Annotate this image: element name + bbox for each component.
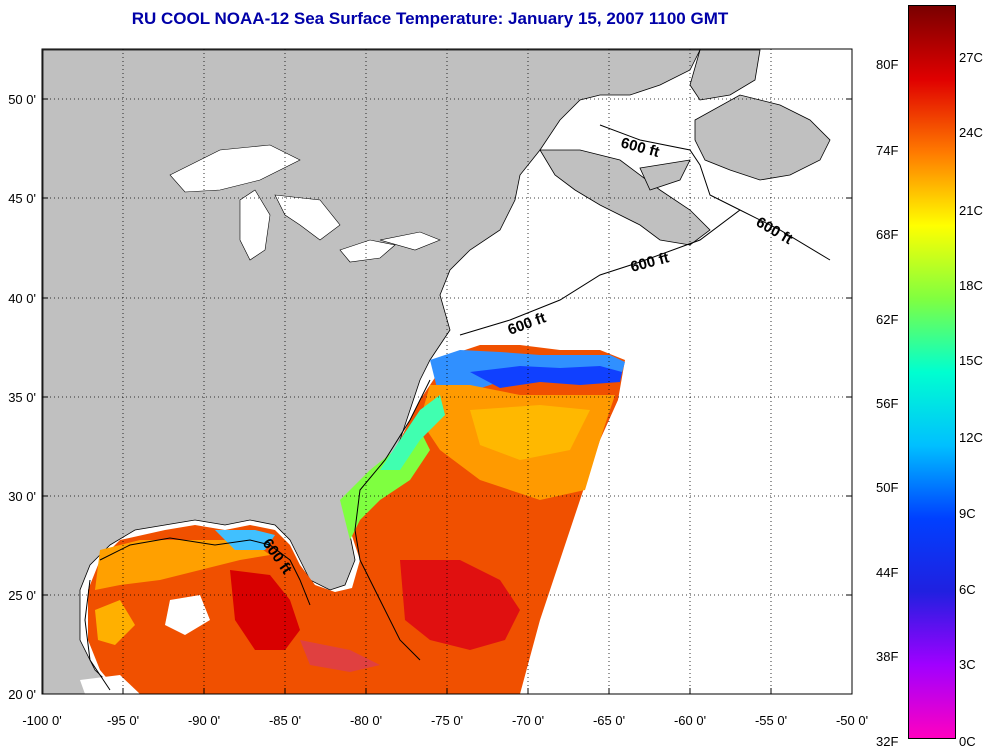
lat-tick-label: 40 0' xyxy=(8,291,36,306)
colorbar-c-label: 15C xyxy=(959,353,983,368)
colorbar-f-label: 56F xyxy=(876,396,899,411)
colorbar-c-label: 21C xyxy=(959,203,983,218)
colorbar-f-label: 68F xyxy=(876,227,899,242)
lon-tick-label: -60 0' xyxy=(674,713,706,728)
temperature-colorbar xyxy=(908,5,956,739)
colorbar-c-label: 12C xyxy=(959,430,983,445)
colorbar-f-label: 74F xyxy=(876,143,899,158)
colorbar-f-label: 80F xyxy=(876,57,899,72)
lon-tick-label: -80 0' xyxy=(350,713,382,728)
colorbar-c-label: 27C xyxy=(959,50,983,65)
colorbar-c-label: 0C xyxy=(959,734,976,749)
colorbar-c-label: 24C xyxy=(959,125,983,140)
lon-tick-label: -55 0' xyxy=(755,713,787,728)
colorbar-c-label: 6C xyxy=(959,582,976,597)
longitude-labels: -100 0' -95 0' -90 0' -85 0' -80 0' -75 … xyxy=(22,713,868,728)
great-lakes xyxy=(169,144,441,263)
latitude-labels: 50 0' 45 0' 40 0' 35 0' 30 0' 25 0' 20 0… xyxy=(8,92,36,702)
lat-tick-label: 45 0' xyxy=(8,191,36,206)
grid-lines xyxy=(42,49,852,694)
lon-tick-label: -65 0' xyxy=(593,713,625,728)
lat-tick-label: 25 0' xyxy=(8,588,36,603)
colorbar-f-label: 38F xyxy=(876,649,899,664)
colorbar-c-label: 9C xyxy=(959,506,976,521)
lon-tick-label: -75 0' xyxy=(431,713,463,728)
colorbar-f-label: 50F xyxy=(876,480,899,495)
lon-tick-label: -90 0' xyxy=(188,713,220,728)
tick-marks xyxy=(41,98,853,694)
lat-tick-label: 20 0' xyxy=(8,687,36,702)
map-title: RU COOL NOAA-12 Sea Surface Temperature:… xyxy=(131,9,729,28)
lon-tick-label: -85 0' xyxy=(269,713,301,728)
sst-map: 600 ft 600 ft 600 ft 600 ft 600 ft xyxy=(8,48,868,728)
lon-tick-label: -100 0' xyxy=(22,713,61,728)
colorbar-f-label: 32F xyxy=(876,734,899,749)
lon-tick-label: -70 0' xyxy=(512,713,544,728)
lat-tick-label: 50 0' xyxy=(8,92,36,107)
lon-tick-label: -95 0' xyxy=(107,713,139,728)
lon-tick-label: -50 0' xyxy=(836,713,868,728)
colorbar-c-label: 18C xyxy=(959,278,983,293)
lat-tick-label: 30 0' xyxy=(8,489,36,504)
colorbar-f-label: 44F xyxy=(876,565,899,580)
colorbar-f-label: 62F xyxy=(876,312,899,327)
depth-contour-600ft xyxy=(84,124,831,691)
lat-tick-label: 35 0' xyxy=(8,390,36,405)
colorbar-c-label: 3C xyxy=(959,657,976,672)
